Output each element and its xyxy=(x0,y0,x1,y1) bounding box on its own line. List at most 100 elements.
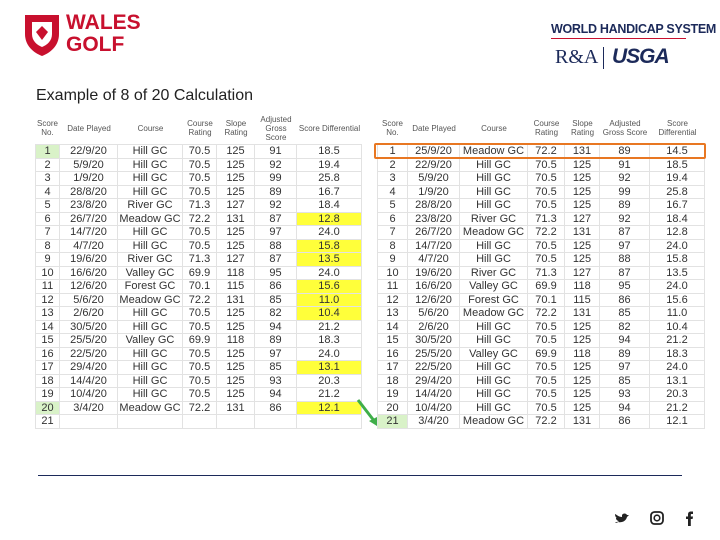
table-cell: 92 xyxy=(600,172,650,186)
column-header: Slope Rating xyxy=(224,119,248,137)
table-cell: 125 xyxy=(565,361,600,375)
table-cell: 22/9/20 xyxy=(408,158,460,172)
table-cell: 13.5 xyxy=(297,253,362,267)
table-rule xyxy=(35,144,362,145)
table-cell: 70.5 xyxy=(528,253,565,267)
table-cell: 70.1 xyxy=(528,293,565,307)
table-cell: Hill GC xyxy=(118,185,183,199)
table-cell: 15.6 xyxy=(297,280,362,294)
column-header: Score Differential xyxy=(658,119,697,137)
table-cell: 125 xyxy=(217,185,255,199)
table-cell: 118 xyxy=(565,347,600,361)
twitter-icon[interactable] xyxy=(615,513,629,523)
facebook-icon[interactable] xyxy=(686,511,693,527)
table-cell: 94 xyxy=(600,334,650,348)
table-cell: 125 xyxy=(565,374,600,388)
score-number: 18 xyxy=(35,374,60,388)
table-cell: 5/9/20 xyxy=(408,172,460,186)
table-cell: 70.5 xyxy=(183,388,217,402)
table-cell: 72.2 xyxy=(183,401,217,415)
table-cell: Hill GC xyxy=(118,361,183,375)
table-cell: Valley GC xyxy=(460,347,528,361)
table-cell xyxy=(118,415,183,429)
table-cell: 70.5 xyxy=(183,145,217,159)
score-number: 9 xyxy=(377,253,408,267)
table-cell: 99 xyxy=(600,185,650,199)
table-cell: 72.2 xyxy=(528,307,565,321)
table-cell: 20.3 xyxy=(297,374,362,388)
table-cell: River GC xyxy=(460,266,528,280)
table-cell: 125 xyxy=(217,347,255,361)
table-cell: Hill GC xyxy=(460,388,528,402)
score-number: 9 xyxy=(35,253,60,267)
table-cell: Meadow GC xyxy=(460,307,528,321)
table-cell: 24.0 xyxy=(297,226,362,240)
table-cell: 82 xyxy=(600,320,650,334)
table-cell: 21.2 xyxy=(650,334,705,348)
table-cell: 88 xyxy=(600,253,650,267)
table-cell: 125 xyxy=(565,185,600,199)
table-cell: 125 xyxy=(217,226,255,240)
new-score-box xyxy=(374,143,706,159)
table-cell: 18.4 xyxy=(650,212,705,226)
table-cell: 70.5 xyxy=(528,374,565,388)
table-cell: 16/6/20 xyxy=(408,280,460,294)
score-number: 16 xyxy=(35,347,60,361)
table-cell: 87 xyxy=(255,212,297,226)
table-cell: 25.8 xyxy=(650,185,705,199)
score-number: 13 xyxy=(377,307,408,321)
score-number: 5 xyxy=(35,199,60,213)
score-number: 4 xyxy=(377,185,408,199)
score-number: 11 xyxy=(35,280,60,294)
score-number: 14 xyxy=(35,320,60,334)
table-cell: 12.1 xyxy=(650,415,705,429)
score-number: 10 xyxy=(35,266,60,280)
table-cell: 24.0 xyxy=(650,280,705,294)
score-number: 3 xyxy=(377,172,408,186)
instagram-icon[interactable] xyxy=(650,511,664,525)
table-cell: 5/9/20 xyxy=(60,158,118,172)
table-cell: 89 xyxy=(255,185,297,199)
table-cell: 125 xyxy=(217,361,255,375)
table-cell: 24.0 xyxy=(297,266,362,280)
table-cell: 88 xyxy=(255,239,297,253)
table-cell: Hill GC xyxy=(118,388,183,402)
table-cell: 22/5/20 xyxy=(408,361,460,375)
score-number: 19 xyxy=(35,388,60,402)
divider xyxy=(551,38,686,39)
table-cell: 131 xyxy=(217,293,255,307)
slide-title: Example of 8 of 20 Calculation xyxy=(36,87,254,104)
table-cell: 20.3 xyxy=(650,388,705,402)
table-cell: 16/6/20 xyxy=(60,266,118,280)
table-cell: 97 xyxy=(255,226,297,240)
table-cell: 71.3 xyxy=(183,253,217,267)
column-header: Course xyxy=(137,123,164,133)
table-cell: Forest GC xyxy=(460,293,528,307)
table-cell: 70.5 xyxy=(183,239,217,253)
table-cell: 70.5 xyxy=(183,185,217,199)
table-cell: 25/5/20 xyxy=(408,347,460,361)
table-cell: 21.2 xyxy=(297,320,362,334)
table-cell: 19/6/20 xyxy=(408,266,460,280)
table-cell: Hill GC xyxy=(460,401,528,415)
table-cell: 125 xyxy=(217,320,255,334)
score-number: 11 xyxy=(377,280,408,294)
table-cell: 2/6/20 xyxy=(408,320,460,334)
table-cell: 97 xyxy=(255,347,297,361)
table-cell: 15.8 xyxy=(297,239,362,253)
table-cell: 18.5 xyxy=(650,158,705,172)
table-cell: 12/6/20 xyxy=(408,293,460,307)
table-cell: Meadow GC xyxy=(118,401,183,415)
score-number: 7 xyxy=(35,226,60,240)
logo-line: GOLF xyxy=(66,33,125,56)
table-cell: 25.8 xyxy=(297,172,362,186)
table-cell: 85 xyxy=(600,307,650,321)
score-number: 12 xyxy=(35,293,60,307)
table-cell: 70.5 xyxy=(528,401,565,415)
column-header: Score Differential xyxy=(298,123,361,133)
table-cell: 70.5 xyxy=(528,185,565,199)
score-number: 4 xyxy=(35,185,60,199)
table-cell: 91 xyxy=(600,158,650,172)
table-cell: 18.3 xyxy=(650,347,705,361)
table-cell: Hill GC xyxy=(118,172,183,186)
